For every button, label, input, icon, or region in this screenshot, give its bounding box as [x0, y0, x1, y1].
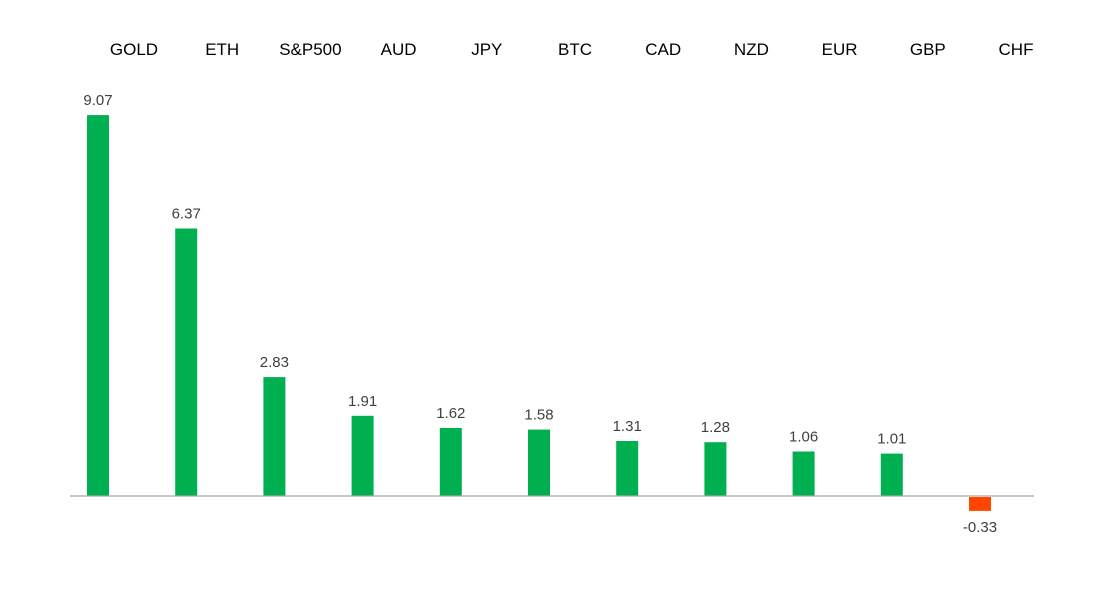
data-label-nzd: 1.28 [701, 419, 730, 436]
category-label-s-p500: S&P500 [279, 40, 341, 59]
data-label-jpy: 1.62 [436, 405, 465, 422]
data-label-s-p500: 2.83 [260, 354, 289, 371]
data-label-chf: -0.33 [963, 519, 997, 536]
bar-nzd [704, 442, 727, 496]
value-labels-layer: 9.07 6.37 2.83 1.91 1.62 1.58 1.31 1.28 1.06 1.01… [83, 92, 997, 536]
category-label-aud: AUD [381, 40, 417, 59]
category-label-eur: EUR [822, 40, 858, 59]
data-label-gold: 9.07 [83, 92, 112, 109]
data-label-btc: 1.58 [524, 407, 553, 424]
bar-gold [87, 115, 109, 496]
bar-cad [616, 441, 639, 496]
category-label-chf: CHF [999, 40, 1034, 59]
data-label-gbp: 1.01 [877, 431, 906, 448]
data-label-eur: 1.06 [789, 429, 818, 446]
category-label-jpy: JPY [471, 40, 502, 59]
bar-eur [792, 451, 815, 496]
bar-gbp [880, 453, 903, 496]
category-label-gbp: GBP [910, 40, 946, 59]
bar-aud [351, 415, 374, 496]
data-label-aud: 1.91 [348, 393, 377, 410]
category-labels-layer: GOLD ETH S&P500 AUD JPY BTC CAD NZD EUR GBP CHF [110, 40, 1034, 59]
category-label-nzd: NZD [734, 40, 769, 59]
data-label-cad: 1.31 [613, 418, 642, 435]
data-label-eth: 6.37 [172, 206, 201, 223]
bars-layer [87, 115, 991, 511]
category-label-eth: ETH [205, 40, 239, 59]
category-label-btc: BTC [558, 40, 592, 59]
bar-s-p500 [263, 377, 286, 496]
bar-jpy [439, 428, 462, 496]
category-label-cad: CAD [645, 40, 681, 59]
category-label-gold: GOLD [110, 40, 158, 59]
bar-btc [528, 429, 550, 496]
bar-chf [969, 497, 991, 511]
bar-eth [175, 228, 198, 496]
